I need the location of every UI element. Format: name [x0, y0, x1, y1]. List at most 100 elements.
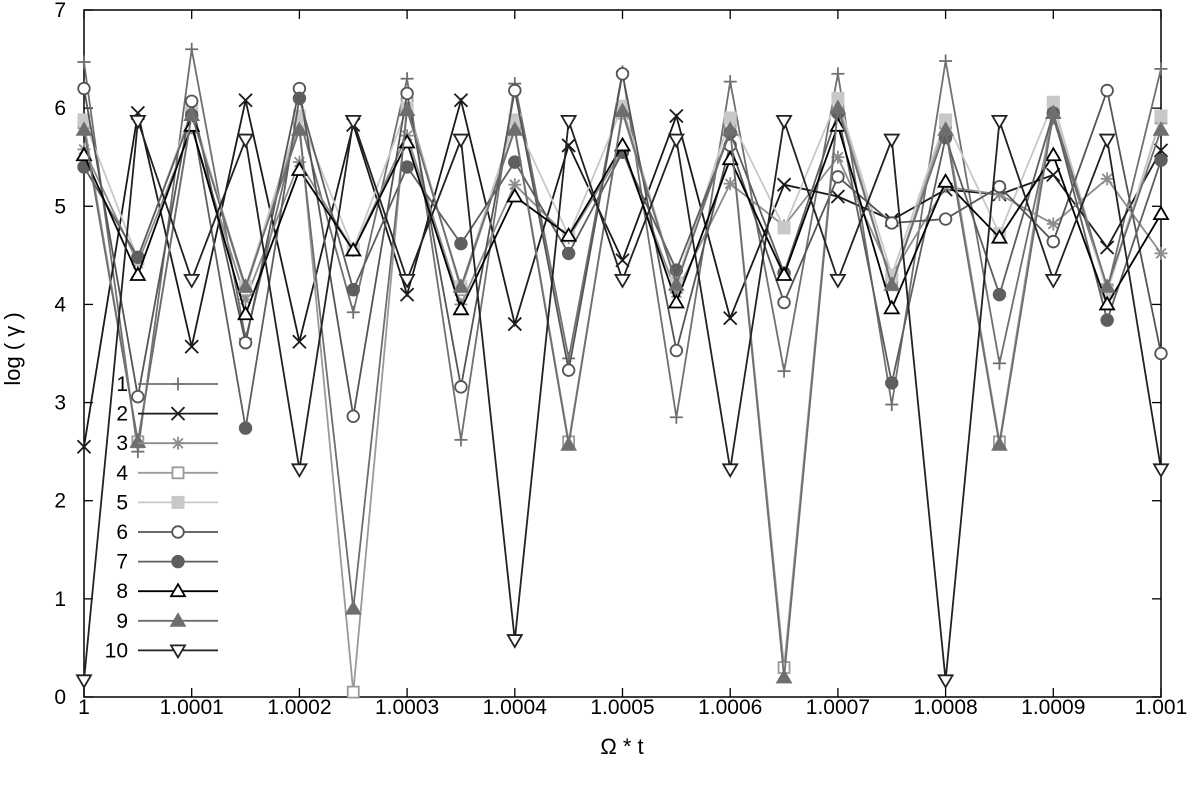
x-tick-label: 1.0009 [1021, 696, 1085, 719]
data-point [398, 133, 416, 149]
legend-item: 5 [116, 491, 218, 514]
data-point [560, 115, 578, 130]
data-point [777, 221, 791, 235]
data-point [506, 121, 524, 136]
y-axis-label: log ( γ ) [0, 312, 25, 385]
legend-item: 1 [116, 373, 218, 396]
x-tick-label: 1.0004 [483, 696, 548, 719]
legend: 1 2 3 4 5 6 7 8 9 10 [105, 373, 218, 662]
data-point [290, 463, 308, 479]
data-point [76, 439, 92, 454]
data-point [723, 75, 737, 89]
legend-label: 3 [116, 432, 128, 455]
legend-item: 3 [116, 432, 218, 455]
data-point [991, 436, 1008, 451]
data-point [830, 189, 846, 204]
data-point [829, 117, 847, 132]
data-point [346, 283, 360, 297]
data-point [77, 55, 91, 69]
data-point [183, 106, 201, 122]
legend-marker [169, 644, 187, 660]
data-point [721, 121, 739, 136]
data-point [238, 421, 253, 435]
series-9 [75, 99, 1170, 684]
legend-label: 4 [116, 462, 128, 485]
x-tick-label: 1.0002 [267, 696, 331, 719]
data-point [883, 299, 901, 315]
data-point [560, 226, 578, 242]
data-point [453, 93, 469, 108]
data-point [1098, 295, 1116, 311]
legend-marker [171, 495, 185, 509]
data-point [344, 600, 362, 615]
data-point [829, 99, 847, 115]
series-group [75, 42, 1170, 699]
data-point [290, 161, 308, 176]
data-point [452, 300, 470, 316]
data-point [236, 133, 255, 149]
x-tick-label: 1 [78, 696, 90, 719]
y-tick-label: 5 [54, 195, 66, 218]
data-point [831, 170, 845, 184]
data-point [992, 356, 1006, 370]
data-point [1154, 109, 1168, 123]
data-point [939, 54, 953, 68]
data-point [561, 138, 576, 153]
data-point [829, 273, 847, 289]
data-point [292, 91, 307, 106]
data-point [938, 212, 953, 226]
data-point [669, 108, 684, 124]
data-point [1152, 463, 1170, 479]
data-point [75, 121, 93, 136]
legend-marker [170, 406, 186, 421]
data-point [344, 115, 362, 130]
data-point [667, 133, 685, 149]
legend-label: 8 [116, 580, 128, 603]
data-point [1152, 121, 1170, 136]
data-point [615, 67, 630, 81]
data-point [885, 216, 899, 230]
data-point [1152, 205, 1170, 221]
x-tick-label: 1.0001 [160, 696, 224, 719]
data-point [937, 121, 954, 136]
data-point [398, 101, 416, 117]
data-point [831, 150, 845, 164]
data-point [613, 273, 632, 289]
data-point [992, 287, 1007, 302]
x-tick-label: 1.001 [1135, 696, 1188, 719]
data-point [400, 86, 414, 101]
data-point [129, 115, 147, 130]
series-10 [75, 115, 1170, 690]
data-point [1100, 313, 1114, 327]
data-point [237, 278, 254, 293]
data-point [346, 305, 360, 319]
legend-label: 7 [116, 551, 128, 574]
data-point [508, 178, 522, 192]
data-point [1098, 133, 1116, 149]
data-point [185, 42, 199, 56]
data-point [183, 273, 201, 289]
data-point [561, 246, 576, 261]
legend-label: 6 [116, 521, 128, 544]
data-point [508, 83, 522, 98]
data-point [560, 436, 578, 451]
legend-item: 2 [116, 403, 218, 426]
data-point [1100, 240, 1115, 255]
data-point [400, 160, 414, 174]
data-point [614, 102, 631, 118]
data-point [454, 433, 468, 447]
data-point [1046, 167, 1061, 183]
data-point [885, 398, 899, 412]
data-point [669, 410, 683, 424]
data-point [1098, 278, 1116, 293]
data-point [1046, 217, 1060, 231]
data-point [184, 339, 199, 354]
data-point [1046, 234, 1061, 249]
y-tick-label: 0 [54, 686, 66, 709]
data-point [1044, 104, 1062, 120]
axis-ticks: 1 1.0001 1.0002 1.0003 1.0004 1.0005 1.0006 1.0… [54, 0, 1187, 719]
legend-item: 10 [105, 639, 218, 662]
legend-label: 9 [116, 610, 128, 633]
data-point [775, 115, 793, 130]
data-point [238, 93, 253, 108]
